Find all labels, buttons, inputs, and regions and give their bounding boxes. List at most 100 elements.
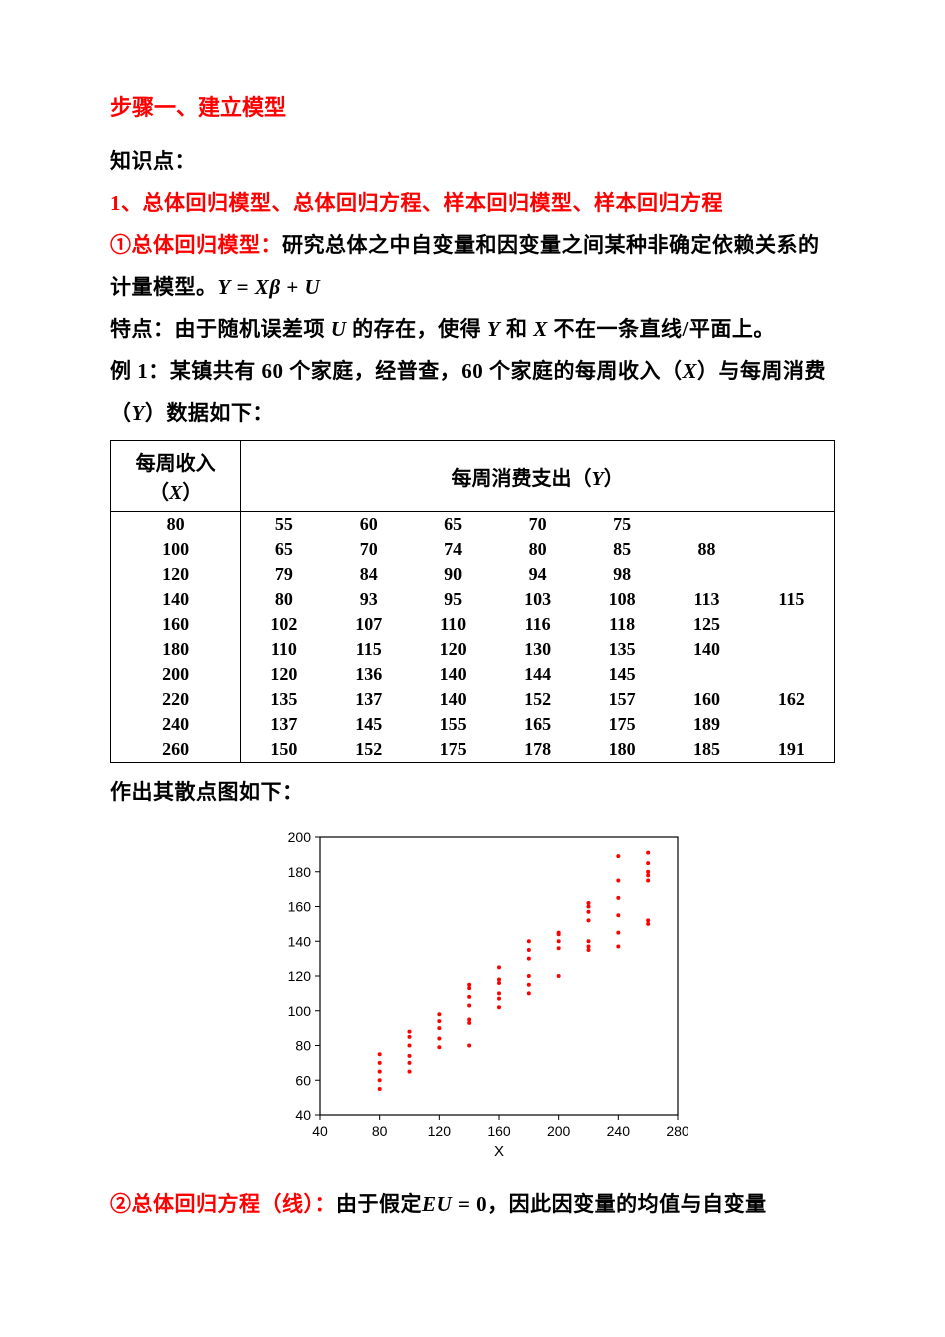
scatter-point [407, 1061, 411, 1065]
scatter-point [437, 1037, 441, 1041]
example-n2: 60 [461, 359, 483, 383]
cell-y [749, 562, 835, 587]
header-y-b: ） [604, 468, 624, 490]
cell-y: 113 [664, 587, 748, 612]
cell-x: 120 [111, 562, 241, 587]
example-1: 例 1：某镇共有 60 个家庭，经普查，60 个家庭的每周收入（X）与每周消费（… [110, 350, 835, 434]
cell-y: 175 [411, 737, 495, 763]
scatter-point [497, 991, 501, 995]
cell-y [749, 637, 835, 662]
table-row: 100657074808588 [111, 537, 835, 562]
cell-y: 115 [749, 587, 835, 612]
cell-y: 80 [495, 537, 579, 562]
cell-y: 140 [411, 662, 495, 687]
scatter-point [467, 986, 471, 990]
cell-y: 65 [241, 537, 327, 562]
x-tick-label: 200 [546, 1123, 570, 1139]
scatter-point [586, 948, 590, 952]
cell-y [664, 662, 748, 687]
scatter-point [467, 1017, 471, 1021]
scatter-point [586, 939, 590, 943]
x-tick-label: 280 [666, 1123, 688, 1139]
feature-body-b: 的存在，使得 [346, 317, 487, 341]
header-x: 每周收入（X） [111, 441, 241, 512]
scatter-point [467, 1044, 471, 1048]
header-x-var: X [169, 482, 182, 504]
cell-y: 140 [664, 637, 748, 662]
cell-y: 115 [326, 637, 410, 662]
scatter-point [467, 995, 471, 999]
x-tick-label: 120 [427, 1123, 451, 1139]
cell-y: 102 [241, 612, 327, 637]
cell-y: 79 [241, 562, 327, 587]
y-tick-label: 40 [295, 1107, 311, 1123]
cell-y: 85 [580, 537, 664, 562]
point-1-title: 1、总体回归模型、总体回归方程、样本回归模型、样本回归方程 [110, 182, 835, 224]
cell-y [749, 512, 835, 538]
table-header-row: 每周收入（X） 每周消费支出（Y） [111, 441, 835, 512]
cell-x: 240 [111, 712, 241, 737]
scatter-point [616, 854, 620, 858]
scatter-point [556, 931, 560, 935]
scatter-point [586, 910, 590, 914]
x-tick-label: 80 [371, 1123, 387, 1139]
y-tick-label: 120 [287, 968, 311, 984]
scatter-point [616, 913, 620, 917]
scatter-point [616, 878, 620, 882]
cell-y: 60 [326, 512, 410, 538]
cell-y: 103 [495, 587, 579, 612]
cell-x: 100 [111, 537, 241, 562]
cell-y: 88 [664, 537, 748, 562]
header-y-var: Y [592, 468, 604, 490]
cell-y: 120 [241, 662, 327, 687]
cell-x: 160 [111, 612, 241, 637]
cell-y: 84 [326, 562, 410, 587]
x-tick-label: 160 [487, 1123, 511, 1139]
scatter-point [526, 974, 530, 978]
table-row: 160102107110116118125 [111, 612, 835, 637]
cell-y: 178 [495, 737, 579, 763]
formula-X: X [255, 275, 270, 299]
plot-border [320, 837, 678, 1115]
cell-y: 95 [411, 587, 495, 612]
feature-body-d: 不在一条直线/平面上。 [548, 317, 775, 341]
cell-y: 157 [580, 687, 664, 712]
data-table: 每周收入（X） 每周消费支出（Y） 8055606570751006570748… [110, 440, 835, 763]
scatter-point [467, 1021, 471, 1025]
cell-y: 93 [326, 587, 410, 612]
scatter-point [556, 974, 560, 978]
scatter-point [377, 1070, 381, 1074]
scatter-point [526, 957, 530, 961]
scatter-point [497, 981, 501, 985]
cell-y: 70 [326, 537, 410, 562]
cell-y [664, 512, 748, 538]
cell-y: 135 [241, 687, 327, 712]
y-tick-label: 60 [295, 1072, 311, 1088]
scatter-point [646, 878, 650, 882]
cell-y: 144 [495, 662, 579, 687]
scatter-chart: 4060801001201401601802004080120160200240… [258, 825, 688, 1165]
cell-y: 175 [580, 712, 664, 737]
cell-y: 150 [241, 737, 327, 763]
scatter-point [556, 946, 560, 950]
cell-y: 140 [411, 687, 495, 712]
scatter-point [556, 939, 560, 943]
scatter-point [646, 922, 650, 926]
feature-label: 特点： [110, 317, 175, 341]
scatter-point [377, 1078, 381, 1082]
formula2-E: E [422, 1192, 437, 1216]
feature-U: U [331, 317, 347, 341]
table-row: 200120136140144145 [111, 662, 835, 687]
knowledge-label: 知识点： [110, 140, 835, 182]
scatter-point [437, 1045, 441, 1049]
formula-Y: Y [218, 275, 231, 299]
example-body-a: 某镇共有 [170, 359, 262, 383]
scatter-point [467, 983, 471, 987]
cell-y: 118 [580, 612, 664, 637]
def2-body-a: 由于假定 [336, 1192, 422, 1216]
cell-x: 260 [111, 737, 241, 763]
scatter-point [437, 1012, 441, 1016]
step-title: 步骤一、建立模型 [110, 90, 835, 122]
scatter-point [377, 1052, 381, 1056]
formula2: EU = 0 [422, 1192, 487, 1216]
